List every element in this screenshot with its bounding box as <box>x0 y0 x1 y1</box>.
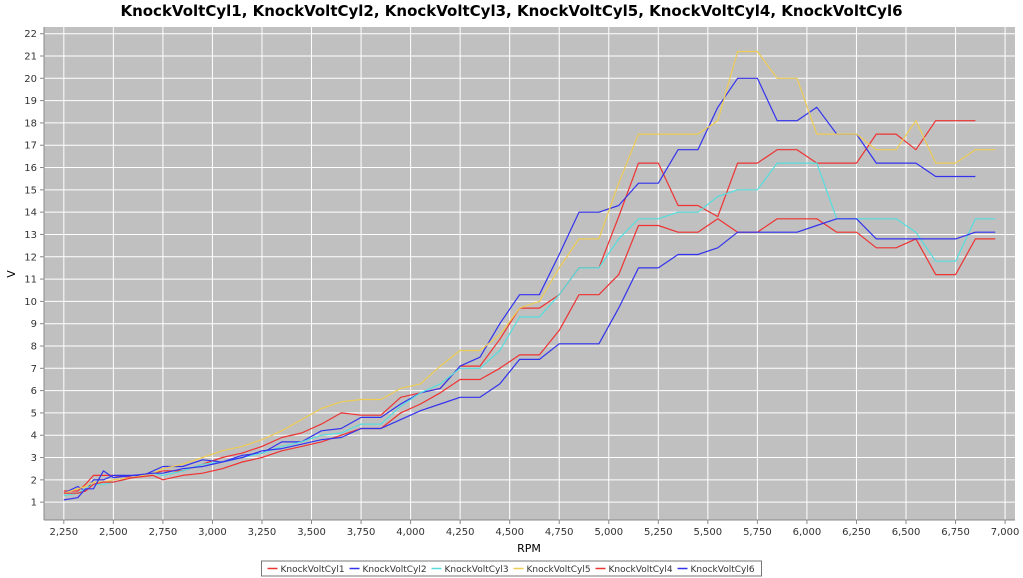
y-tick-label: 14 <box>24 208 37 219</box>
x-tick-label: 5,250 <box>644 527 673 538</box>
legend-entry: KnockVoltCyl3 <box>445 565 509 575</box>
x-tick-label: 6,500 <box>892 527 921 538</box>
plot-area <box>44 27 1015 520</box>
legend-entry: KnockVoltCyl4 <box>609 565 673 575</box>
x-tick-label: 6,250 <box>842 527 871 538</box>
legend-entry: KnockVoltCyl6 <box>691 565 755 575</box>
legend-entry: KnockVoltCyl1 <box>281 565 345 575</box>
x-axis-label: RPM <box>517 542 541 555</box>
y-tick-label: 7 <box>31 364 37 375</box>
y-tick-label: 12 <box>24 252 37 263</box>
x-tick-label: 5,750 <box>743 527 772 538</box>
series-line-knockvoltcyl2 <box>63 77 976 494</box>
x-tick-label: 4,500 <box>495 527 524 538</box>
series-line-knockvoltcyl4 <box>63 218 996 494</box>
y-tick-label: 17 <box>24 141 37 152</box>
series-lines <box>63 50 996 501</box>
legend: KnockVoltCyl1 KnockVoltCyl2 KnockVoltCyl3 K… <box>261 560 762 577</box>
x-tick-label: 2,500 <box>99 527 128 538</box>
series-line-knockvoltcyl3 <box>63 162 996 497</box>
legend-entry: KnockVoltCyl5 <box>527 565 591 575</box>
series-line-knockvoltcyl5 <box>63 50 996 494</box>
y-axis-label: V <box>5 270 18 278</box>
y-tick-label: 4 <box>31 431 37 442</box>
x-tick-label: 6,000 <box>793 527 822 538</box>
x-tick-label: 5,500 <box>694 527 723 538</box>
y-tick-label: 20 <box>24 74 37 85</box>
legend-box <box>261 560 762 577</box>
y-tick-label: 9 <box>31 319 37 330</box>
x-tick-label: 3,000 <box>198 527 227 538</box>
x-tick-label: 4,250 <box>446 527 475 538</box>
y-tick-label: 16 <box>24 163 37 174</box>
y-tick-label: 11 <box>24 275 37 286</box>
x-tick-label: 3,750 <box>347 527 376 538</box>
y-tick-label: 2 <box>31 475 37 486</box>
y-tick-label: 22 <box>24 29 37 40</box>
chart-title: KnockVoltCyl1, KnockVoltCyl2, KnockVoltC… <box>120 2 902 20</box>
x-tick-label: 4,000 <box>396 527 425 538</box>
x-tick-label: 2,250 <box>49 527 78 538</box>
y-tick-label: 18 <box>24 118 37 129</box>
y-tick-label: 15 <box>24 185 37 196</box>
x-tick-label: 2,750 <box>149 527 178 538</box>
axes: 2,250 2,500 2,750 3,000 3,250 3,500 3,750 4,000… <box>24 27 1019 538</box>
legend-entry: KnockVoltCyl2 <box>363 565 427 575</box>
series-line-knockvoltcyl6 <box>63 218 996 501</box>
y-tick-label: 10 <box>24 297 37 308</box>
x-tick-label: 6,750 <box>941 527 970 538</box>
y-tick-label: 21 <box>24 52 37 63</box>
y-tick-label: 8 <box>31 342 37 353</box>
x-tick-label: 7,000 <box>991 527 1020 538</box>
grid-lines <box>44 27 1015 520</box>
series-line-knockvoltcyl1 <box>63 120 976 492</box>
x-tick-label: 3,500 <box>297 527 326 538</box>
x-tick-label: 3,250 <box>248 527 277 538</box>
y-tick-label: 3 <box>31 453 37 464</box>
y-tick-label: 1 <box>31 498 37 509</box>
y-tick-label: 19 <box>24 96 37 107</box>
y-tick-label: 13 <box>24 230 37 241</box>
y-tick-label: 5 <box>31 408 37 419</box>
y-tick-label: 6 <box>31 386 37 397</box>
x-tick-label: 5,000 <box>594 527 623 538</box>
x-tick-label: 4,750 <box>545 527 574 538</box>
